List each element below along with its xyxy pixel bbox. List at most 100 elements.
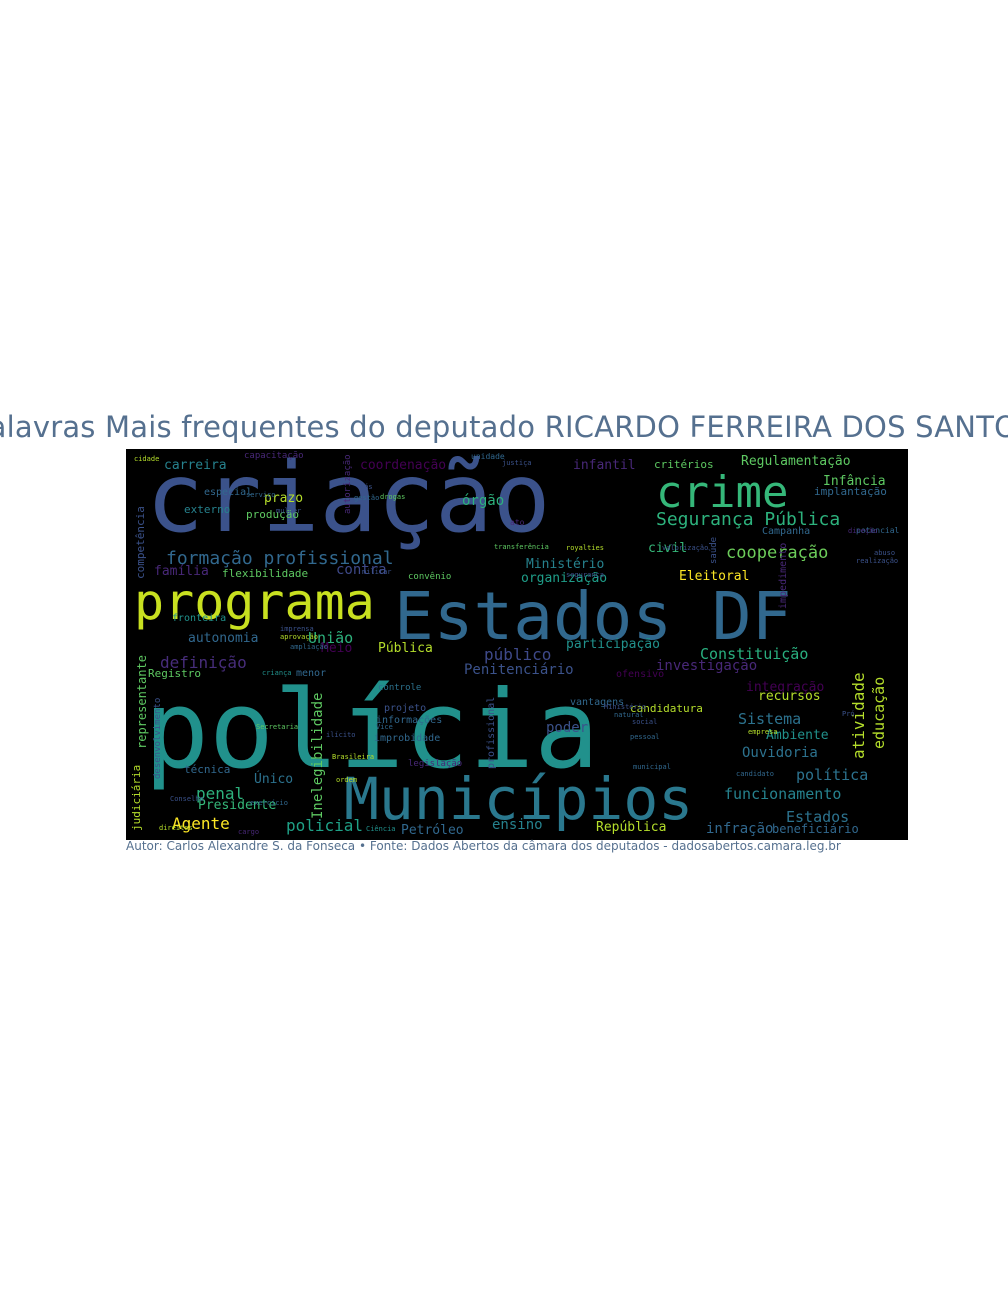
cloud-word: candidato: [736, 770, 774, 778]
cloud-word: legislação: [408, 759, 462, 769]
cloud-word: aprovação: [280, 633, 318, 641]
cloud-word: União: [308, 629, 353, 647]
cloud-word: Regulamentação: [741, 454, 851, 469]
cloud-word: critérios: [654, 458, 714, 471]
word-cloud: criação polícia Estados DF programa Municípi…: [126, 449, 908, 840]
cloud-word: municipal: [633, 763, 671, 771]
cloud-word: técnica: [184, 763, 230, 776]
cloud-word: Registro: [148, 667, 201, 680]
cloud-word: social: [632, 718, 657, 726]
cloud-word: especial: [204, 487, 252, 498]
cloud-word: Presidente: [198, 798, 276, 813]
cloud-word: candidatura: [630, 702, 703, 715]
cloud-word: Ministério: [526, 557, 604, 572]
cloud-word: cargo: [238, 828, 259, 836]
cloud-word: ato: [510, 518, 525, 527]
cloud-word: Agente: [172, 814, 230, 833]
cloud-word: Secretaria: [256, 723, 298, 731]
cloud-word: drogas: [380, 493, 405, 501]
cloud-word: informações: [376, 715, 442, 726]
cloud-word: Infância: [823, 474, 886, 489]
cloud-word: improbidade: [374, 733, 440, 744]
cloud-word: transferência: [494, 543, 549, 551]
cloud-word: externo: [184, 503, 230, 516]
page-title: Palavras Mais frequentes do deputado RIC…: [0, 410, 1008, 444]
cloud-word: judiciária: [130, 765, 143, 831]
cloud-word: ilícito: [326, 731, 356, 739]
cloud-word: Ambiente: [766, 728, 829, 743]
cloud-word: profissional: [486, 697, 497, 769]
cloud-word: autorização: [343, 454, 353, 514]
cloud-word: potencial: [856, 526, 900, 535]
cloud-word: beneficiário: [772, 822, 859, 836]
cloud-word: desenvolvimento: [153, 698, 163, 779]
cloud-word: Pró: [842, 710, 855, 718]
cloud-word: fronteira: [172, 613, 226, 624]
cloud-word: empresa: [748, 728, 778, 736]
cloud-word: infantil: [573, 458, 636, 473]
cloud-word: abuso: [874, 549, 895, 557]
cloud-word: impedimento: [778, 543, 789, 609]
cloud-word: família: [154, 564, 209, 579]
cloud-word: Sistema: [738, 710, 801, 728]
cloud-word: coordenação: [360, 458, 446, 473]
cloud-word: formação profissional: [166, 548, 394, 569]
cloud-word: Penitenciário: [464, 662, 574, 678]
cloud-word: direção: [848, 527, 878, 535]
cloud-word: convênio: [408, 571, 451, 582]
cloud-word: ofensivo: [616, 669, 664, 680]
cloud-word: infração: [706, 821, 773, 837]
cloud-word: natural: [614, 711, 644, 719]
cloud-word: Conselho: [170, 795, 204, 803]
cloud-word: Pública: [378, 641, 433, 656]
cloud-word: Brasileira: [332, 753, 374, 761]
cloud-word: Ouvidoria: [742, 745, 818, 761]
cloud-word: competência: [134, 506, 147, 579]
cloud-word: flexibilidade: [222, 567, 308, 580]
cloud-word: ampliação: [290, 643, 328, 651]
cloud-word: República: [596, 820, 666, 835]
cloud-word: gás: [360, 483, 373, 491]
word-cloud-canvas: criação polícia Estados DF programa Municípi…: [126, 449, 908, 840]
cloud-word: saúde: [709, 537, 719, 564]
cloud-word: policial: [286, 816, 363, 835]
cloud-word: civil: [648, 541, 687, 556]
cloud-word: capacitação: [244, 451, 304, 461]
cloud-word: Estados: [786, 808, 849, 826]
cloud-word: cidade: [134, 455, 159, 463]
cloud-word: ordem: [336, 776, 357, 784]
cloud-word: menor: [296, 668, 326, 679]
cloud-word: justiça: [502, 459, 532, 467]
cloud-word: Meio: [321, 641, 352, 656]
cloud-word: mulher: [276, 507, 301, 515]
cloud-word: crime: [656, 467, 788, 518]
cloud-word: unidade: [471, 452, 505, 461]
cloud-word: penal: [196, 784, 244, 803]
cloud-word: política: [796, 766, 868, 784]
cloud-word: Eleitoral: [679, 569, 749, 584]
cloud-word: militar: [362, 568, 392, 576]
cloud-word: realização: [856, 557, 898, 565]
cloud-word: Ciência: [366, 825, 396, 833]
cloud-word: Ministério: [604, 703, 646, 711]
cloud-word: imprensa: [280, 625, 314, 633]
cloud-word: serviço: [246, 491, 276, 499]
cloud-word: contra: [336, 562, 387, 578]
cloud-word: prazo: [264, 491, 303, 506]
cloud-word: integração: [746, 680, 824, 695]
cloud-word: organização: [521, 571, 607, 586]
cloud-word: Único: [254, 771, 293, 787]
cloud-word: autonomia: [188, 631, 258, 646]
cloud-word: Inelegibilidade: [310, 693, 326, 819]
cloud-word: ensino: [492, 817, 543, 833]
cloud-word: implantação: [814, 485, 887, 498]
cloud-word: Segurança Pública: [656, 509, 840, 530]
cloud-word: Petróleo: [401, 823, 464, 838]
cloud-word: Campanha: [762, 526, 810, 537]
cloud-word: segurança: [566, 571, 604, 579]
cloud-word: valorização: [662, 544, 708, 552]
cloud-word: controle: [378, 683, 421, 693]
cloud-word: funcionamento: [724, 785, 841, 803]
cloud-word: cooperação: [726, 543, 828, 563]
cloud-word: royalties: [566, 544, 604, 552]
